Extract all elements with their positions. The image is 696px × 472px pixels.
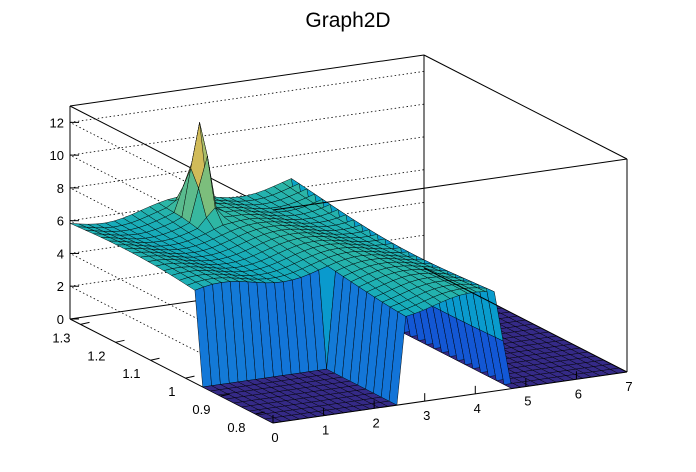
z-tick-label: 8 [57, 181, 64, 196]
x-tick-label: 7 [625, 379, 632, 394]
grid-line-back-6 [69, 70, 425, 123]
x-tick-label: 4 [474, 401, 481, 416]
y-tick-mark [150, 357, 160, 361]
y-tick-mark [185, 375, 195, 379]
z-tick-label: 2 [57, 279, 64, 294]
y-tick-mark [80, 321, 90, 325]
y-tick-label: 1.2 [87, 348, 105, 363]
grid-line-back-5 [69, 103, 425, 156]
x-tick-label: 0 [271, 430, 278, 445]
box-edge [423, 54, 628, 160]
x-tick-label: 1 [322, 423, 329, 438]
x-tick-label: 2 [373, 415, 380, 430]
x-tick-label: 3 [423, 408, 430, 423]
box-edge [69, 54, 425, 107]
y-tick-label: 1.1 [122, 366, 140, 381]
box-edge [272, 371, 628, 424]
box-front [272, 54, 628, 424]
z-tick-label: 10 [50, 148, 64, 163]
z-tick-label: 4 [57, 246, 64, 261]
surface-mesh [69, 122, 628, 424]
x-tick-label: 5 [524, 394, 531, 409]
y-tick-mark [115, 339, 125, 343]
y-tick-label: 1 [168, 384, 175, 399]
y-tick-label: 0.9 [192, 402, 210, 417]
y-tick-mark [255, 411, 265, 415]
y-tick-mark [220, 393, 230, 397]
grid-line-back-4 [69, 136, 425, 189]
chart-title: Graph2D [305, 9, 390, 32]
x-tick-label: 6 [575, 386, 582, 401]
y-tick-label: 1.3 [52, 330, 70, 345]
z-tick-label: 6 [57, 214, 64, 229]
box-edge [69, 105, 274, 211]
z-tick-label: 12 [50, 115, 64, 130]
y-tick-label: 0.8 [227, 420, 245, 435]
box-edge [423, 267, 628, 373]
box-edge [272, 158, 628, 211]
z-tick-label: 0 [57, 312, 64, 327]
